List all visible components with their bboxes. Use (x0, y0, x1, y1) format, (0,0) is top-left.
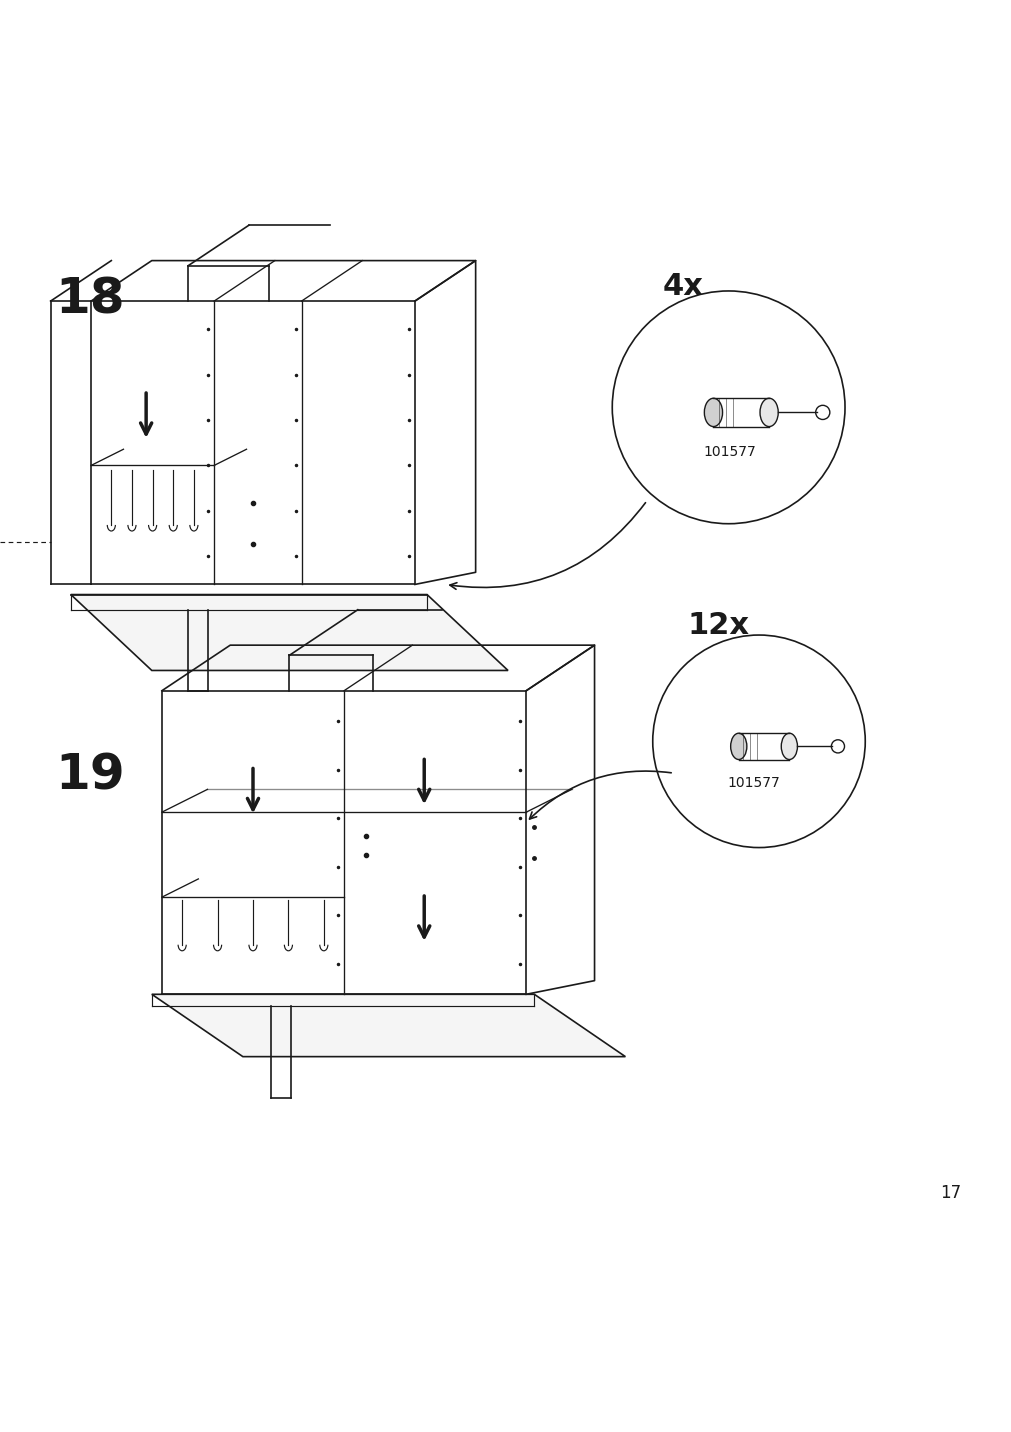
Circle shape (612, 291, 844, 524)
Ellipse shape (730, 733, 746, 759)
Ellipse shape (759, 398, 777, 427)
Text: 19: 19 (56, 752, 125, 799)
Polygon shape (71, 594, 508, 670)
Circle shape (831, 740, 844, 753)
FancyArrowPatch shape (450, 503, 645, 590)
Text: 101577: 101577 (703, 445, 756, 458)
Text: 17: 17 (939, 1184, 960, 1201)
FancyArrowPatch shape (529, 770, 670, 819)
Text: 4x: 4x (662, 272, 703, 301)
Circle shape (652, 634, 864, 848)
Ellipse shape (780, 733, 797, 759)
Ellipse shape (704, 398, 722, 427)
Circle shape (815, 405, 829, 420)
Text: 12x: 12x (686, 611, 749, 640)
Text: 18: 18 (56, 276, 125, 324)
Polygon shape (152, 994, 625, 1057)
Text: 101577: 101577 (727, 776, 779, 789)
